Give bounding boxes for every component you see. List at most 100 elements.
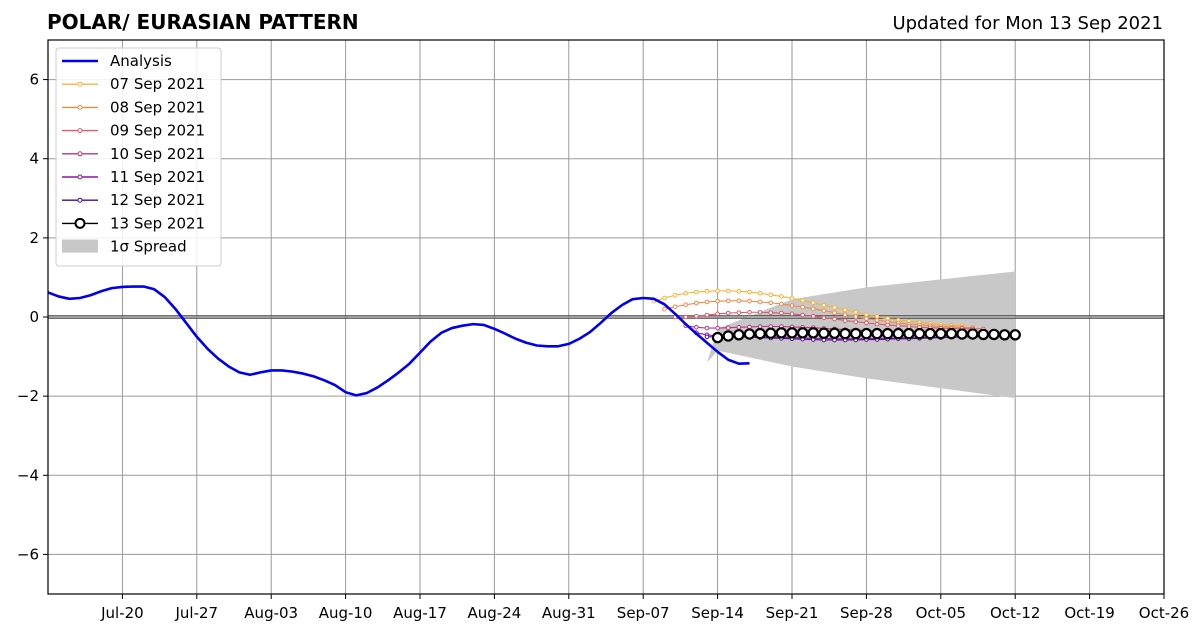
- forecast-point: [733, 329, 745, 341]
- forecast-point: [736, 288, 742, 294]
- forecast-point: [704, 312, 710, 318]
- forecast-point: [786, 327, 798, 339]
- forecast-point: [672, 292, 678, 298]
- forecast-point: [881, 327, 894, 340]
- forecast-point: [747, 298, 752, 304]
- forecast-point: [779, 310, 784, 316]
- legend-label: 11 Sep 2021: [110, 168, 205, 186]
- updated-date: Updated for Mon 13 Sep 2021: [892, 13, 1163, 34]
- forecast-point: [715, 325, 720, 331]
- forecast-point: [789, 296, 795, 301]
- y-tick-label: 0: [29, 308, 39, 326]
- forecast-point: [956, 328, 968, 340]
- y-tick-label: 4: [29, 150, 39, 168]
- y-tick-label: −2: [17, 387, 39, 405]
- forecast-point: [864, 320, 869, 326]
- forecast-point: [694, 289, 699, 295]
- x-tick-label: Sep-07: [617, 604, 670, 622]
- forecast-point: [864, 316, 869, 321]
- forecast-point: [874, 317, 880, 323]
- forecast-point: [736, 324, 742, 330]
- y-tick-label: 2: [29, 229, 39, 247]
- legend-label: 10 Sep 2021: [110, 145, 205, 163]
- legend-swatch: [62, 239, 98, 253]
- forecast-point: [694, 324, 699, 330]
- forecast-point: [747, 289, 752, 295]
- forecast-point: [683, 302, 689, 308]
- forecast-point: [789, 303, 795, 308]
- forecast-point: [906, 324, 912, 329]
- legend: Analysis 07 Sep 2021 08 Sep 2021 09 Sep 202…: [55, 47, 222, 267]
- legend-label: Analysis: [110, 52, 172, 70]
- forecast-point: [913, 327, 926, 340]
- forecast-point: [832, 305, 837, 310]
- forecast-point: [842, 307, 848, 313]
- y-tick-label: 6: [29, 71, 39, 89]
- forecast-point: [821, 308, 827, 313]
- x-tick-label: Sep-14: [691, 604, 744, 622]
- forecast-point: [683, 290, 689, 296]
- forecast-point: [775, 327, 788, 339]
- x-tick-label: Oct-19: [1064, 604, 1114, 622]
- forecast-point: [694, 313, 699, 319]
- forecast-point: [839, 327, 851, 340]
- forecast-point: [842, 312, 848, 317]
- forecast-point: [768, 300, 774, 306]
- forecast-point: [832, 316, 837, 322]
- forecast-point: [796, 327, 809, 339]
- forecast-point: [821, 302, 827, 308]
- legend-marker: [77, 104, 83, 110]
- analysis-line: [47, 285, 750, 397]
- forecast-point: [715, 311, 720, 317]
- x-tick-label: Aug-10: [319, 604, 373, 622]
- forecast-point: [860, 327, 873, 340]
- forecast-point: [704, 299, 710, 305]
- forecast-point: [807, 327, 819, 339]
- forecast-point: [754, 327, 766, 340]
- y-tick-label: −6: [17, 545, 39, 563]
- legend-marker: [74, 217, 86, 229]
- legend-label: 09 Sep 2021: [110, 122, 205, 140]
- y-tick-label: −4: [17, 466, 39, 484]
- forecast-point: [768, 292, 774, 298]
- legend-label: 13 Sep 2021: [110, 214, 205, 232]
- forecast-point: [704, 334, 710, 340]
- legend-marker: [77, 151, 83, 157]
- x-tick-label: Sep-28: [840, 604, 893, 622]
- forecast-point: [832, 310, 837, 315]
- forecast-point: [736, 310, 742, 315]
- x-tick-label: Oct-12: [990, 604, 1040, 622]
- x-tick-label: Oct-05: [916, 604, 966, 622]
- forecast-point: [683, 314, 689, 320]
- forecast-point: [924, 327, 936, 340]
- forecast-point: [935, 327, 947, 340]
- forecast-point: [810, 313, 816, 319]
- forecast-point: [725, 298, 731, 304]
- forecast-point: [789, 311, 795, 317]
- forecast-point: [853, 319, 859, 325]
- forecast-point: [821, 315, 827, 321]
- legend-box: [55, 47, 222, 267]
- x-tick-label: Aug-24: [468, 604, 522, 622]
- legend-label: 12 Sep 2021: [110, 191, 205, 209]
- forecast-point: [711, 331, 724, 344]
- forecast-point: [977, 328, 990, 341]
- forecast-point: [864, 312, 869, 317]
- forecast-point: [842, 318, 848, 323]
- chart-title: POLAR/ EURASIAN PATTERN: [47, 10, 359, 34]
- series-layer: [47, 285, 1021, 397]
- forecast-point: [757, 309, 763, 315]
- forecast-point: [800, 304, 805, 310]
- forecast-point: [800, 298, 805, 303]
- x-tick-label: Oct-26: [1139, 604, 1189, 622]
- forecast-point: [743, 328, 756, 340]
- forecast-point: [903, 327, 915, 340]
- legend-label: 07 Sep 2021: [110, 75, 205, 93]
- forecast-point: [672, 304, 678, 310]
- forecast-point: [853, 314, 859, 319]
- x-tick-label: Aug-17: [393, 604, 447, 622]
- forecast-point: [747, 324, 752, 330]
- forecast-point: [895, 323, 901, 329]
- x-tick-label: Aug-03: [244, 604, 298, 622]
